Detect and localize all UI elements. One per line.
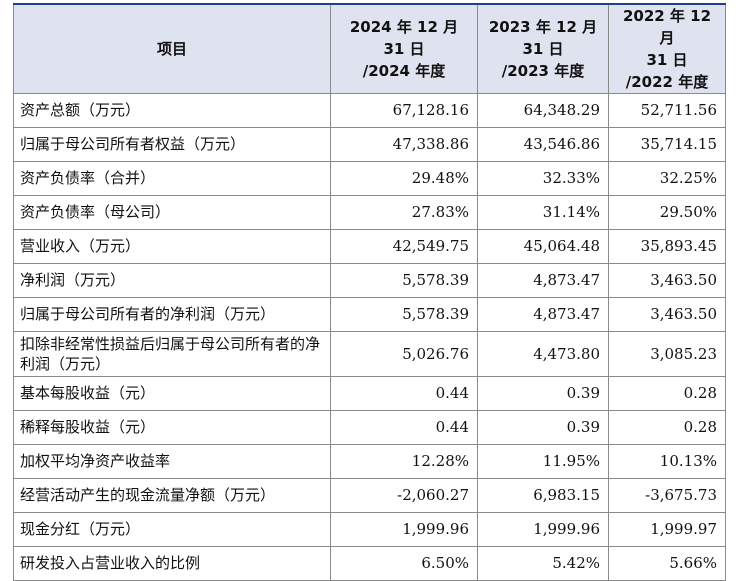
row-label: 资产负债率（合并） bbox=[13, 161, 331, 196]
table-row: 资产负债率（合并） 29.48% 32.33% 32.25% bbox=[13, 161, 726, 196]
cell-2022: 35,893.45 bbox=[608, 229, 726, 264]
header-2022-line2: 31 日 bbox=[646, 51, 688, 69]
table-row: 净利润（万元） 5,578.39 4,873.47 3,463.50 bbox=[13, 263, 726, 298]
table-row: 经营活动产生的现金流量净额（万元） -2,060.27 6,983.15 -3,… bbox=[13, 478, 726, 513]
table-row: 扣除非经常性损益后归属于母公司所有者的净利润（万元） 5,026.76 4,47… bbox=[13, 331, 726, 377]
row-label: 稀释每股收益（元） bbox=[13, 410, 331, 445]
cell-2024: 47,338.86 bbox=[330, 127, 478, 162]
cell-2023: 4,473.80 bbox=[477, 331, 609, 377]
row-label: 归属于母公司所有者权益（万元） bbox=[13, 127, 331, 162]
financial-summary-table: 项目 2024 年 12 月 31 日 /2024 年度 2023 年 12 月… bbox=[13, 3, 726, 581]
cell-2023: 31.14% bbox=[477, 195, 609, 230]
cell-2022: 1,999.97 bbox=[608, 512, 726, 547]
cell-2024: 5,026.76 bbox=[330, 331, 478, 377]
table-row: 稀释每股收益（元） 0.44 0.39 0.28 bbox=[13, 410, 726, 445]
table-row: 加权平均净资产收益率 12.28% 11.95% 10.13% bbox=[13, 444, 726, 479]
cell-2023: 4,873.47 bbox=[477, 263, 609, 298]
cell-2022: 3,463.50 bbox=[608, 263, 726, 298]
cell-2023: 6,983.15 bbox=[477, 478, 609, 513]
cell-2022: 5.66% bbox=[608, 546, 726, 581]
table-row: 基本每股收益（元） 0.44 0.39 0.28 bbox=[13, 376, 726, 411]
cell-2024: -2,060.27 bbox=[330, 478, 478, 513]
cell-2023: 45,064.48 bbox=[477, 229, 609, 264]
row-label: 营业收入（万元） bbox=[13, 229, 331, 264]
row-label: 资产负债率（母公司） bbox=[13, 195, 331, 230]
row-label: 现金分红（万元） bbox=[13, 512, 331, 547]
header-2024-line3: /2024 年度 bbox=[362, 62, 446, 80]
header-item-label: 项目 bbox=[156, 40, 187, 58]
cell-2023: 11.95% bbox=[477, 444, 609, 479]
cell-2024: 6.50% bbox=[330, 546, 478, 581]
cell-2023: 64,348.29 bbox=[477, 93, 609, 128]
cell-2023: 43,546.86 bbox=[477, 127, 609, 162]
row-label: 扣除非经常性损益后归属于母公司所有者的净利润（万元） bbox=[13, 331, 331, 377]
row-label: 经营活动产生的现金流量净额（万元） bbox=[13, 478, 331, 513]
cell-2024: 27.83% bbox=[330, 195, 478, 230]
cell-2023: 5.42% bbox=[477, 546, 609, 581]
cell-2023: 1,999.96 bbox=[477, 512, 609, 547]
row-label: 资产总额（万元） bbox=[13, 93, 331, 128]
header-2022-line3: /2022 年度 bbox=[625, 73, 709, 91]
table-header-row: 项目 2024 年 12 月 31 日 /2024 年度 2023 年 12 月… bbox=[13, 3, 726, 94]
cell-2024: 0.44 bbox=[330, 376, 478, 411]
table-row: 研发投入占营业收入的比例 6.50% 5.42% 5.66% bbox=[13, 546, 726, 581]
cell-2022: 52,711.56 bbox=[608, 93, 726, 128]
cell-2023: 32.33% bbox=[477, 161, 609, 196]
cell-2022: 0.28 bbox=[608, 410, 726, 445]
table-row: 资产总额（万元） 67,128.16 64,348.29 52,711.56 bbox=[13, 93, 726, 128]
cell-2023: 0.39 bbox=[477, 376, 609, 411]
header-2023-line1: 2023 年 12 月 bbox=[488, 18, 598, 36]
cell-2022: 0.28 bbox=[608, 376, 726, 411]
cell-2024: 12.28% bbox=[330, 444, 478, 479]
table-row: 归属于母公司所有者权益（万元） 47,338.86 43,546.86 35,7… bbox=[13, 127, 726, 162]
cell-2022: 35,714.15 bbox=[608, 127, 726, 162]
cell-2023: 0.39 bbox=[477, 410, 609, 445]
cell-2022: 3,085.23 bbox=[608, 331, 726, 377]
header-2022: 2022 年 12 月 31 日 /2022 年度 bbox=[608, 3, 726, 94]
cell-2024: 5,578.39 bbox=[330, 297, 478, 332]
row-label: 归属于母公司所有者的净利润（万元） bbox=[13, 297, 331, 332]
cell-2024: 0.44 bbox=[330, 410, 478, 445]
header-item: 项目 bbox=[13, 3, 331, 94]
financial-summary-table-container: 项目 2024 年 12 月 31 日 /2024 年度 2023 年 12 月… bbox=[13, 3, 726, 581]
cell-2024: 1,999.96 bbox=[330, 512, 478, 547]
cell-2024: 42,549.75 bbox=[330, 229, 478, 264]
table-row: 归属于母公司所有者的净利润（万元） 5,578.39 4,873.47 3,46… bbox=[13, 297, 726, 332]
table-row: 资产负债率（母公司） 27.83% 31.14% 29.50% bbox=[13, 195, 726, 230]
row-label: 研发投入占营业收入的比例 bbox=[13, 546, 331, 581]
cell-2022: -3,675.73 bbox=[608, 478, 726, 513]
row-label: 加权平均净资产收益率 bbox=[13, 444, 331, 479]
header-2024-line2: 31 日 bbox=[383, 40, 425, 58]
header-2023-line2: 31 日 bbox=[522, 40, 564, 58]
cell-2024: 5,578.39 bbox=[330, 263, 478, 298]
cell-2022: 10.13% bbox=[608, 444, 726, 479]
header-2023: 2023 年 12 月 31 日 /2023 年度 bbox=[477, 3, 609, 94]
cell-2022: 3,463.50 bbox=[608, 297, 726, 332]
row-label: 基本每股收益（元） bbox=[13, 376, 331, 411]
header-2022-line1: 2022 年 12 月 bbox=[622, 7, 712, 47]
header-2023-line3: /2023 年度 bbox=[501, 62, 585, 80]
cell-2022: 29.50% bbox=[608, 195, 726, 230]
table-row: 现金分红（万元） 1,999.96 1,999.96 1,999.97 bbox=[13, 512, 726, 547]
header-2024-line1: 2024 年 12 月 bbox=[349, 18, 459, 36]
cell-2024: 29.48% bbox=[330, 161, 478, 196]
row-label: 净利润（万元） bbox=[13, 263, 331, 298]
table-row: 营业收入（万元） 42,549.75 45,064.48 35,893.45 bbox=[13, 229, 726, 264]
cell-2023: 4,873.47 bbox=[477, 297, 609, 332]
cell-2022: 32.25% bbox=[608, 161, 726, 196]
cell-2024: 67,128.16 bbox=[330, 93, 478, 128]
header-2024: 2024 年 12 月 31 日 /2024 年度 bbox=[330, 3, 478, 94]
